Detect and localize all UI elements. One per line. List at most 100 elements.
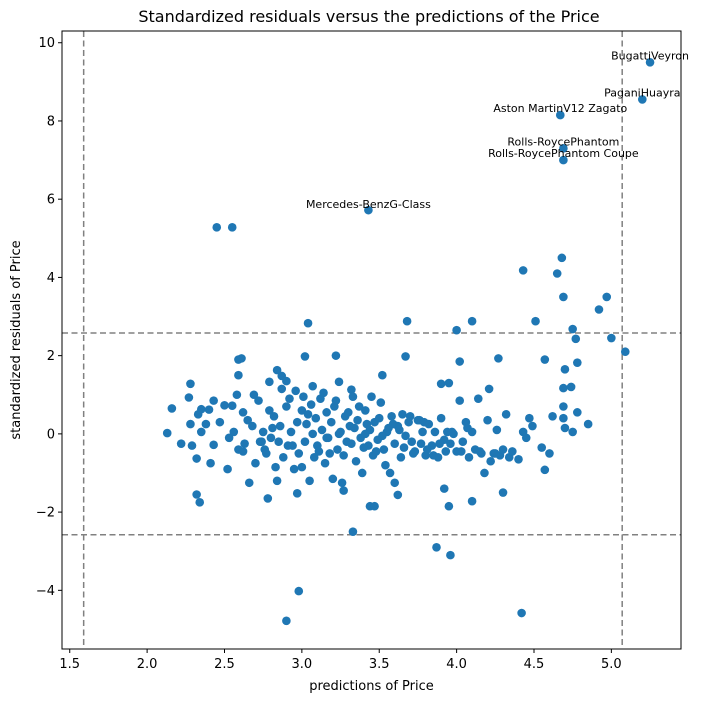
x-tick-label: 4.0 xyxy=(446,657,467,672)
y-axis-ticks: −4 −2 0 2 4 6 8 10 xyxy=(36,36,62,599)
scatter-point xyxy=(322,408,331,417)
scatter-point xyxy=(297,406,307,415)
scatter-point xyxy=(238,408,248,417)
scatter-point xyxy=(401,431,410,441)
scatter-point xyxy=(212,223,222,232)
scatter-point xyxy=(458,437,468,446)
scatter-point xyxy=(638,95,647,104)
scatter-point xyxy=(249,390,259,400)
scatter-point xyxy=(381,460,390,470)
scatter-point xyxy=(419,417,429,427)
scatter-point xyxy=(399,443,409,452)
scatter-point xyxy=(508,447,517,456)
scatter-point xyxy=(238,447,248,456)
scatter-point xyxy=(467,316,477,326)
scatter-point xyxy=(452,325,461,335)
point-annotations: BugattiVeyron PaganiHuayra Aston MartinV12… xyxy=(306,49,689,211)
scatter-point xyxy=(430,427,440,437)
scatter-point xyxy=(395,425,404,435)
scatter-point xyxy=(209,396,218,405)
y-tick-label: 8 xyxy=(47,114,55,129)
scatter-point xyxy=(388,419,398,429)
x-axis-ticks: 1.5 2.0 2.5 3.0 3.5 4.0 4.5 5.0 xyxy=(59,649,622,672)
scatter-point xyxy=(328,474,338,484)
scatter-point xyxy=(374,413,384,423)
scatter-point xyxy=(473,394,483,403)
scatter-point xyxy=(320,458,330,468)
scatter-point xyxy=(390,478,400,488)
scatter-point xyxy=(196,427,206,437)
scatter-point xyxy=(227,223,237,232)
scatter-point xyxy=(314,447,324,456)
scatter-point xyxy=(223,464,232,474)
scatter-point xyxy=(398,410,407,419)
scatter-point xyxy=(248,421,257,431)
scatter-point xyxy=(271,462,280,472)
scatter-point xyxy=(331,351,341,360)
scatter-point xyxy=(282,402,291,411)
scatter-point xyxy=(285,394,294,403)
scatter-point xyxy=(393,490,403,500)
x-tick-label: 3.0 xyxy=(292,657,313,672)
reference-lines xyxy=(62,31,681,649)
point-annotation: BugattiVeyron xyxy=(611,49,689,62)
point-annotation: Mercedes-BenzG-Class xyxy=(306,198,431,211)
scatter-point xyxy=(288,441,297,450)
scatter-point xyxy=(537,443,547,452)
scatter-point xyxy=(568,324,577,334)
scatter-point xyxy=(227,401,237,411)
scatter-point xyxy=(347,439,356,448)
scatter-point xyxy=(361,429,370,439)
scatter-point xyxy=(416,439,426,448)
scatter-point xyxy=(566,382,576,392)
data-points xyxy=(162,57,655,626)
scatter-point xyxy=(362,419,372,429)
scatter-point xyxy=(234,370,243,380)
scatter-point xyxy=(347,385,356,394)
scatter-point xyxy=(337,478,347,488)
scatter-point xyxy=(463,423,472,433)
y-tick-label: 0 xyxy=(47,427,55,442)
point-annotation: Rolls-RoycePhantom xyxy=(507,135,619,148)
scatter-point xyxy=(350,423,359,433)
chart-title: Standardized residuals versus the predic… xyxy=(138,7,599,26)
scatter-point xyxy=(540,465,550,475)
scatter-point xyxy=(568,427,577,437)
scatter-point xyxy=(251,458,260,468)
scatter-point xyxy=(186,379,195,389)
scatter-point xyxy=(645,57,655,67)
scatter-point xyxy=(491,449,500,458)
scatter-point xyxy=(528,421,537,431)
scatter-point xyxy=(201,419,211,429)
scatter-point xyxy=(300,352,310,361)
scatter-point xyxy=(294,586,304,596)
scatter-point xyxy=(204,405,214,414)
scatter-point xyxy=(521,433,531,443)
scatter-point xyxy=(518,266,528,275)
scatter-point xyxy=(274,437,283,446)
scatter-point xyxy=(559,292,568,302)
scatter-point xyxy=(387,411,396,421)
scatter-point xyxy=(444,501,454,511)
scatter-point xyxy=(192,490,201,499)
scatter-point xyxy=(475,447,485,456)
scatter-point xyxy=(254,396,263,405)
scatter-point xyxy=(385,468,395,478)
scatter-point xyxy=(243,415,252,425)
y-tick-label: −2 xyxy=(36,506,55,521)
scatter-point xyxy=(282,616,291,626)
scatter-point xyxy=(272,365,282,375)
scatter-point xyxy=(376,398,386,407)
scatter-point xyxy=(390,439,400,448)
scatter-point xyxy=(292,489,302,498)
scatter-point xyxy=(333,445,342,454)
scatter-point xyxy=(196,404,206,414)
scatter-point xyxy=(436,413,446,423)
scatter-point xyxy=(531,316,540,326)
scatter-point xyxy=(326,417,336,427)
scatter-point xyxy=(620,347,630,357)
scatter-point xyxy=(494,354,503,363)
scatter-point xyxy=(325,449,335,458)
scatter-point xyxy=(364,205,373,215)
scatter-point xyxy=(455,357,465,366)
